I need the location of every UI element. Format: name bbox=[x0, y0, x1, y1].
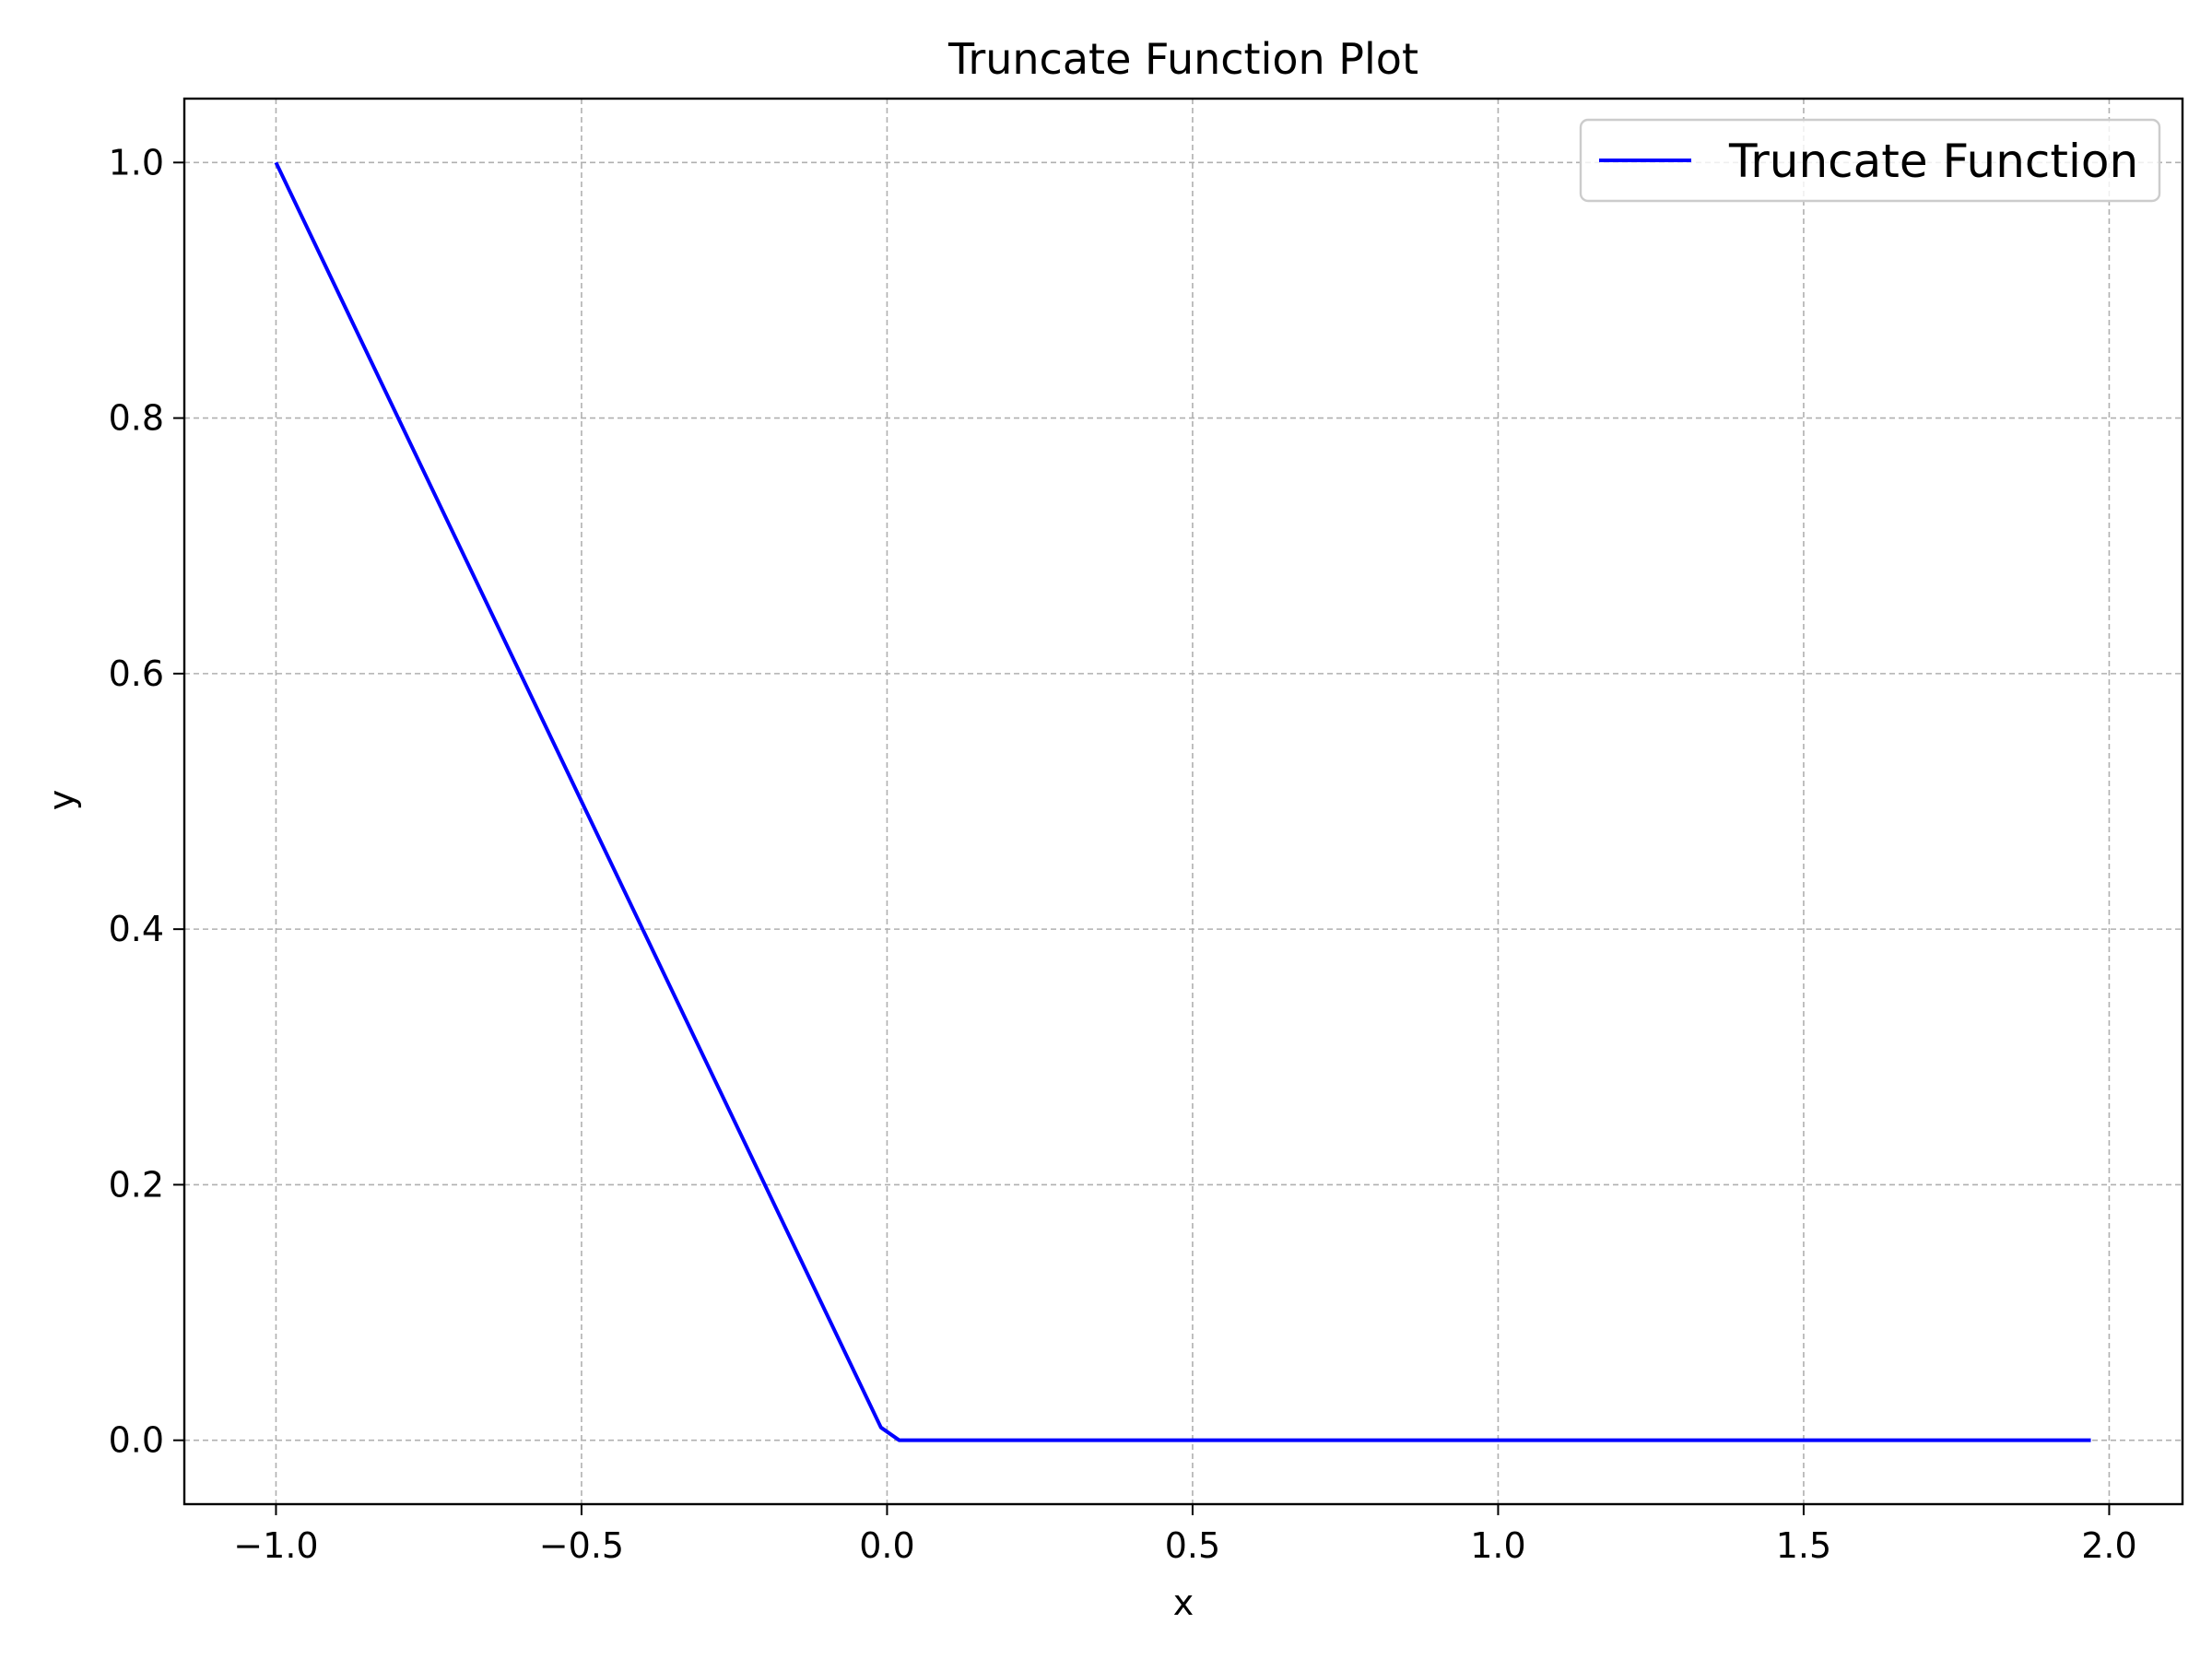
series-lines bbox=[274, 161, 2091, 1442]
legend-box bbox=[1579, 118, 2161, 203]
grid bbox=[184, 99, 2183, 1504]
y-tick-label: 0.2 bbox=[109, 1164, 164, 1205]
y-tick-label: 0.4 bbox=[109, 909, 164, 949]
y-tick-label: 0.6 bbox=[109, 653, 164, 694]
legend-label: Truncate Function bbox=[1728, 135, 2138, 188]
x-tick-label: −0.5 bbox=[539, 1525, 624, 1566]
y-axis-ticks: 0.0 0.2 0.4 0.6 0.8 1.0 bbox=[109, 142, 184, 1461]
x-tick-label: 0.5 bbox=[1165, 1525, 1220, 1566]
x-tick-label: 1.5 bbox=[1776, 1525, 1831, 1566]
x-tick-label: 1.0 bbox=[1470, 1525, 1525, 1566]
x-axis-ticks: −1.0 −0.5 0.0 0.5 1.0 1.5 2.0 bbox=[233, 1504, 2137, 1566]
y-tick-label: 0.0 bbox=[109, 1420, 164, 1461]
series-line-0 bbox=[274, 161, 2091, 1442]
x-tick-label: −1.0 bbox=[233, 1525, 318, 1566]
chart-title: Truncate Function Plot bbox=[947, 34, 1418, 84]
y-tick-label: 1.0 bbox=[109, 142, 164, 182]
y-axis-label: y bbox=[41, 790, 82, 811]
x-tick-label: 0.0 bbox=[859, 1525, 914, 1566]
plot-frame bbox=[182, 97, 2184, 1506]
legend: Truncate Function bbox=[1579, 118, 2161, 203]
y-tick-label: 0.8 bbox=[109, 398, 164, 439]
x-axis-label: x bbox=[1173, 1583, 1194, 1623]
x-tick-label: 2.0 bbox=[2081, 1525, 2136, 1566]
